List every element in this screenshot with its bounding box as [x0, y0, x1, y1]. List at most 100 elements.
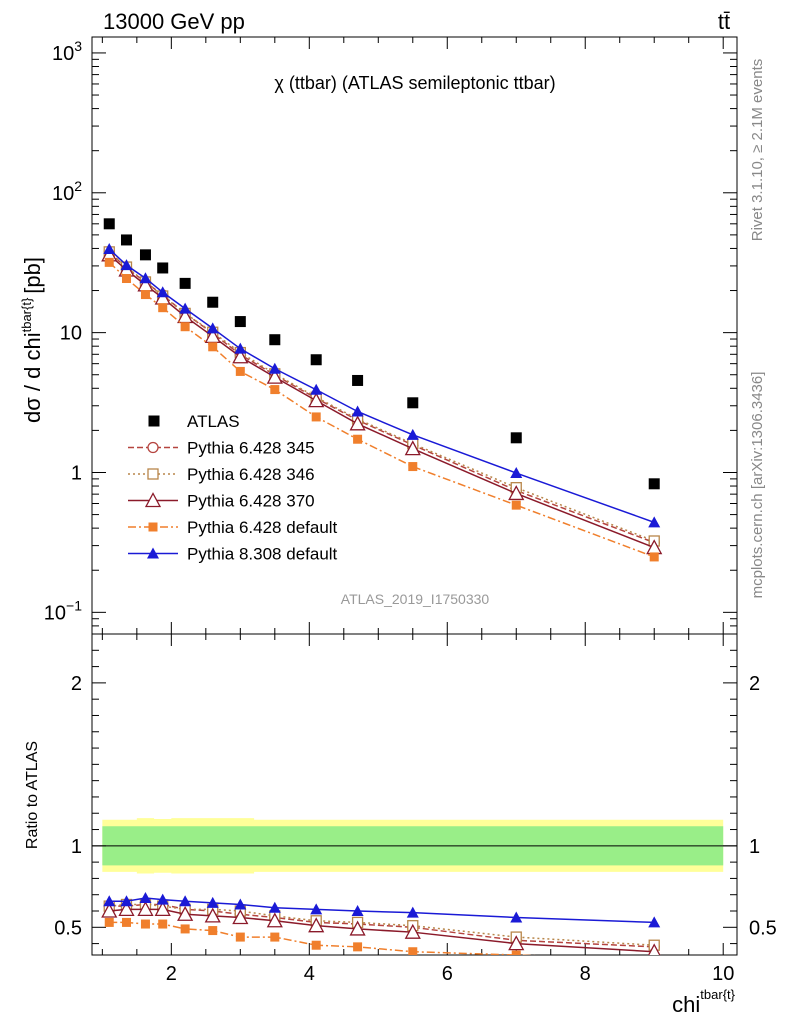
ratio-point [235, 932, 245, 942]
data-point [407, 397, 419, 409]
series-point [104, 257, 114, 267]
ratio-point [266, 912, 283, 928]
ratio-point [349, 920, 366, 936]
data-point [310, 354, 322, 366]
ratio-point [177, 905, 194, 921]
ratio-point [204, 907, 221, 923]
ratio-point [180, 924, 190, 934]
ratio-point [270, 932, 280, 942]
ratio-tick-label: 1 [749, 836, 760, 858]
ratio-point [268, 901, 281, 913]
ratio-point [308, 917, 325, 933]
y-tick-label: 103 [52, 38, 82, 65]
data-point [269, 334, 281, 346]
series-point [140, 290, 150, 300]
series-point [158, 303, 168, 313]
data-point [510, 432, 522, 444]
series-point [349, 415, 366, 431]
ratio-point [208, 926, 218, 936]
ratio-point [650, 955, 659, 964]
ratio-point [511, 950, 521, 955]
side-label-rivet: Rivet 3.1.10, ≥ 2.1M events [749, 59, 766, 242]
x-tick-label: 4 [304, 963, 315, 985]
ratio-point [120, 895, 133, 907]
y-axis-label-unit: [pb] [20, 257, 45, 294]
ratio-point [311, 940, 321, 950]
legend-marker [144, 492, 162, 508]
ratio-point [232, 909, 249, 925]
series-line [108, 261, 655, 558]
ratio-point [118, 901, 135, 917]
series-point [308, 392, 325, 408]
legend-label: Pythia 8.308 default [187, 545, 338, 564]
series-point [408, 462, 418, 472]
x-axis-label-sup: tbar{t} [700, 987, 735, 1002]
legend-label: Pythia 6.428 default [187, 518, 338, 537]
series-point [351, 405, 364, 417]
data-point [157, 262, 169, 274]
ratio-point [404, 923, 421, 939]
data-point [207, 296, 219, 308]
y-axis-label: dσ / d chitbar{t} [pb] [19, 257, 45, 423]
series-point [179, 302, 192, 314]
ratio-series-line [109, 921, 538, 955]
ratio-point [408, 947, 418, 955]
data-point [103, 218, 115, 230]
series-point [310, 383, 323, 395]
x-tick-label: 2 [166, 963, 177, 985]
legend-label: Pythia 6.428 345 [187, 439, 315, 458]
ratio-point [406, 906, 419, 918]
ratio-point [156, 893, 169, 905]
data-point [139, 249, 151, 261]
uncertainty-bands [92, 818, 737, 874]
series-point [120, 259, 133, 271]
chart-title: χ (ttbar) (ATLAS semileptonic ttbar) [274, 73, 555, 93]
svg-text:dσ / d chitbar{t}[pb]: dσ / d chitbar{t} [pb] [19, 257, 45, 423]
data-point [179, 277, 191, 289]
ratio-point [508, 935, 525, 951]
series-point [270, 385, 280, 395]
data-point [120, 234, 132, 246]
series-point [268, 362, 281, 374]
ratio-tick-label: 2 [71, 673, 82, 695]
series-point [508, 485, 525, 501]
ratio-point [351, 905, 364, 917]
series-point [206, 322, 219, 334]
y-tick-label: 102 [52, 178, 82, 205]
data-point [648, 478, 660, 490]
ratio-tick-label: 2 [749, 673, 760, 695]
series-point [232, 348, 249, 364]
series-point [103, 243, 116, 255]
series-point [139, 272, 152, 284]
ratio-point [137, 901, 154, 917]
legend-marker [147, 441, 159, 454]
watermark: ATLAS_2019_I1750330 [341, 591, 490, 607]
ratio-point [310, 903, 323, 915]
x-tick-label: 6 [442, 963, 453, 985]
series-point [353, 434, 363, 444]
ratio-axis-label: Ratio to ATLAS [24, 741, 41, 849]
series-point [311, 412, 321, 422]
header-left: 13000 GeV pp [103, 9, 245, 34]
ratio-point [121, 917, 131, 927]
ratio-point [648, 916, 661, 928]
ratio-point [353, 942, 363, 952]
ratio-point [510, 911, 523, 923]
x-axis-label-text: chi [672, 992, 700, 1017]
series-point [648, 516, 661, 528]
y-tick-label: 10−1 [44, 597, 82, 624]
data-point [352, 374, 364, 386]
series-point [649, 552, 659, 562]
ratio-tick-label: 0.5 [54, 917, 82, 939]
legend: ATLAS Pythia 6.428 345 Pythia 6.428 346 Pyt… [128, 412, 338, 564]
series-point [404, 440, 421, 456]
y-axis-label-sup: tbar{t} [19, 297, 34, 332]
legend-marker-data [148, 415, 160, 427]
ratio-point [206, 896, 219, 908]
legend-marker [147, 547, 159, 559]
series-point [406, 428, 419, 440]
ratio-point [179, 895, 192, 907]
header-right: tt̄ [718, 9, 730, 34]
legend-marker [148, 522, 158, 532]
